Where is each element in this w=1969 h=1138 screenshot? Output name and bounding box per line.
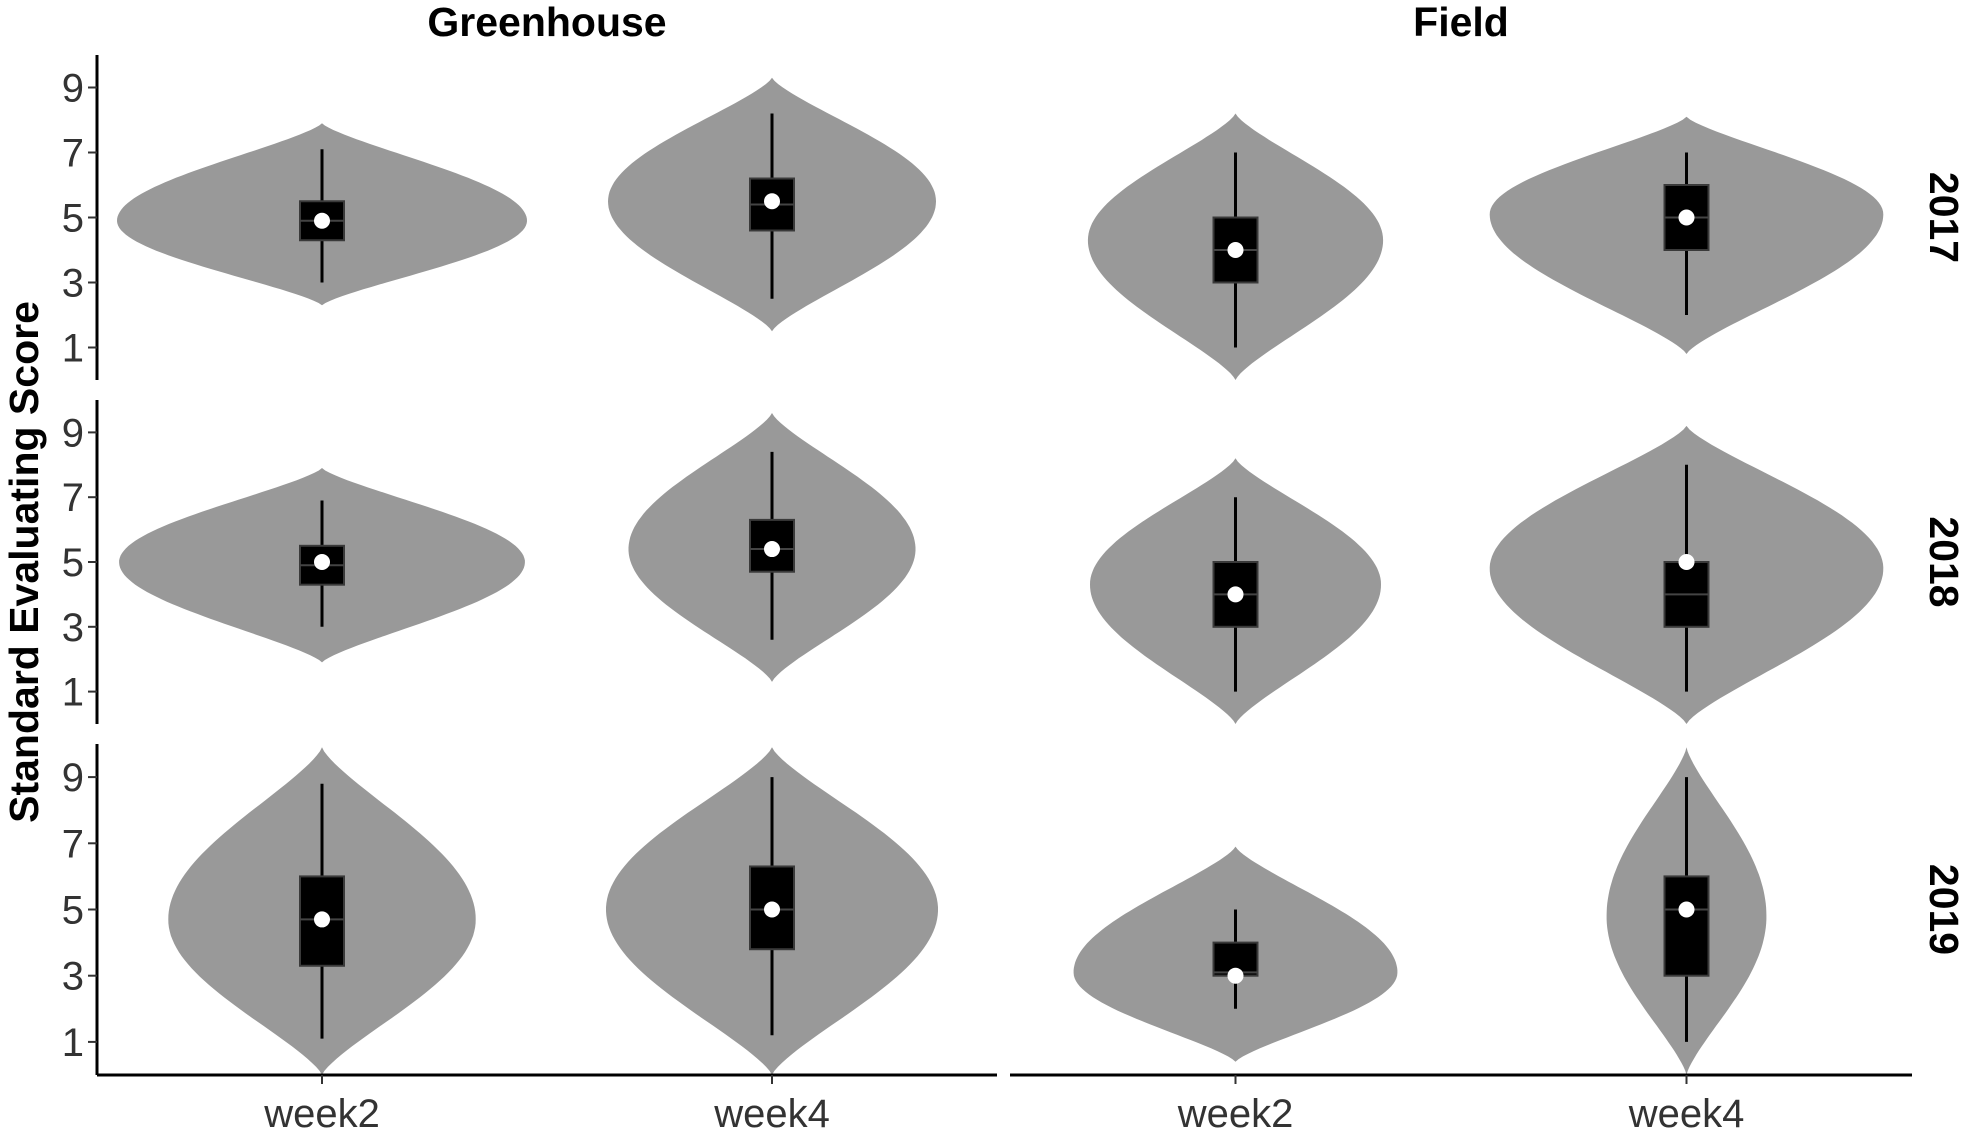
x-tick-label-week4: week4 <box>713 1092 830 1133</box>
violin-group-field-2017-week2 <box>1087 113 1384 380</box>
facet-strip-greenhouse: Greenhouse <box>427 0 666 45</box>
y-axis-title: Standard Evaluating Score <box>1 301 47 823</box>
box-iqr <box>1663 875 1710 977</box>
mean-point <box>764 541 780 558</box>
mean-point <box>314 554 330 570</box>
y-tick-label: 1 <box>62 671 84 715</box>
violin-group-greenhouse-2019-week2 <box>168 747 476 1075</box>
y-tick-label: 5 <box>62 541 84 585</box>
violin-group-greenhouse-2017-week2 <box>117 123 527 306</box>
facet-strip-2018: 2018 <box>1921 516 1967 607</box>
violin-group-greenhouse-2019-week4 <box>606 747 938 1075</box>
y-tick-label: 9 <box>62 756 84 800</box>
y-tick-label: 9 <box>62 67 84 111</box>
mean-point <box>314 212 330 229</box>
y-tick-label: 3 <box>62 955 84 999</box>
mean-point <box>764 193 780 210</box>
violin-group-field-2018-week2 <box>1090 458 1381 724</box>
mean-point <box>1678 209 1695 226</box>
violin-group-greenhouse-2018-week4 <box>628 413 916 682</box>
labels-layer: Standard Evaluating Score Greenhouse Fiel… <box>1 0 1967 955</box>
mean-point <box>1678 554 1695 570</box>
y-tick-label: 5 <box>62 889 84 933</box>
mean-point <box>764 901 780 918</box>
x-tick-label-week2: week2 <box>263 1092 380 1133</box>
x-tick-label-week4: week4 <box>1628 1092 1745 1133</box>
mean-point <box>1227 586 1244 603</box>
y-tick-label: 1 <box>62 327 84 371</box>
panels-layer <box>117 77 1884 1075</box>
mean-point <box>1227 242 1244 258</box>
mean-point <box>314 911 330 928</box>
y-tick-label: 7 <box>62 822 84 866</box>
facet-strip-field: Field <box>1413 0 1509 45</box>
box-iqr <box>749 518 795 573</box>
violin-group-field-2017-week4 <box>1489 116 1884 354</box>
y-tick-label: 3 <box>62 606 84 650</box>
y-tick-label: 9 <box>62 411 84 455</box>
violin-group-field-2019-week4 <box>1606 747 1767 1075</box>
facet-strip-2019: 2019 <box>1921 864 1967 955</box>
violin-group-greenhouse-2018-week2 <box>119 468 525 663</box>
violin-group-field-2019-week2 <box>1073 846 1398 1062</box>
y-tick-label: 7 <box>62 132 84 176</box>
y-tick-label: 3 <box>62 262 84 306</box>
y-tick-label: 5 <box>62 197 84 241</box>
violin-group-field-2018-week4 <box>1489 425 1884 724</box>
mean-point <box>1678 901 1695 918</box>
violin-group-greenhouse-2017-week4 <box>608 77 936 332</box>
x-tick-label-week2: week2 <box>1177 1092 1294 1133</box>
mean-point <box>1227 967 1244 984</box>
y-tick-label: 7 <box>62 476 84 520</box>
axes-layer: 1 3 5 7 9 1 3 5 7 9 1 3 5 7 9 week2 week4 week2 week4 <box>62 55 1912 1136</box>
facet-strip-2017: 2017 <box>1921 172 1967 263</box>
y-tick-label: 1 <box>62 1021 84 1065</box>
